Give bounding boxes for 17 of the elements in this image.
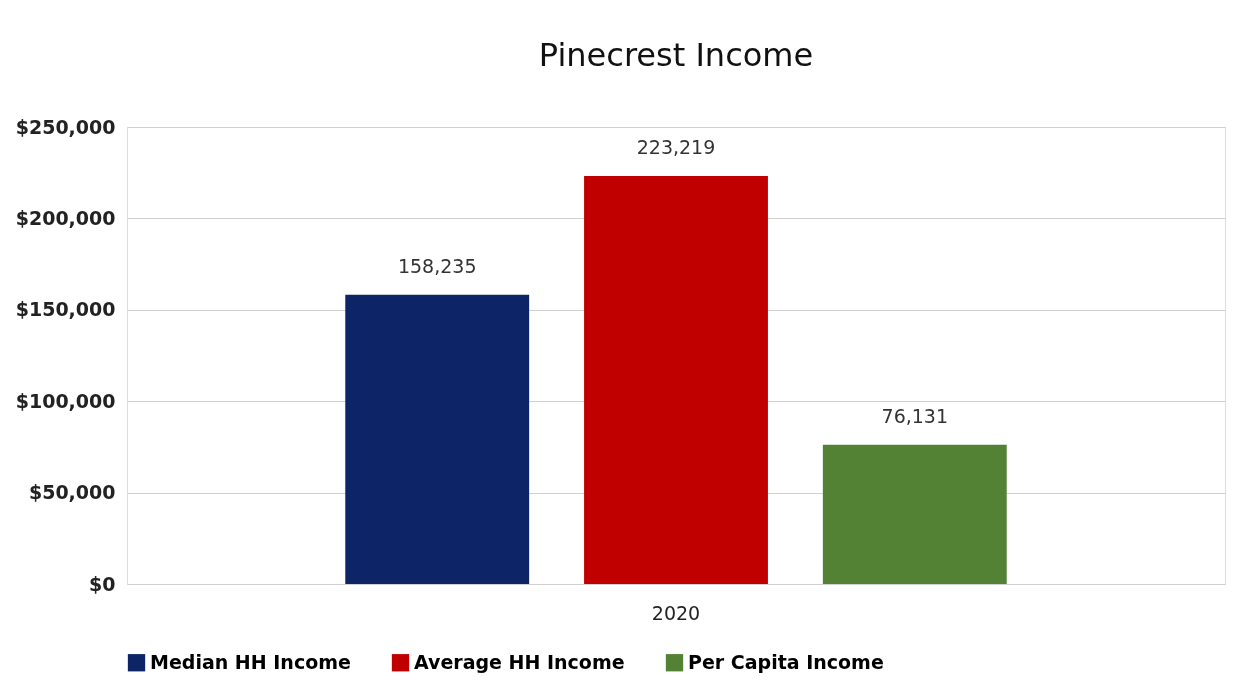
- y-tick-label: $50,000: [28, 481, 116, 504]
- legend-label: Per Capita Income: [688, 650, 884, 673]
- data-label: 76,131: [881, 404, 949, 427]
- data-label: 158,235: [397, 254, 477, 277]
- y-tick-label: $0: [89, 572, 116, 595]
- y-tick-label: $200,000: [15, 206, 116, 229]
- legend-label: Average HH Income: [414, 650, 625, 673]
- bar: [584, 175, 768, 584]
- chart-title: Pinecrest Income: [538, 36, 814, 74]
- bar: [345, 294, 530, 584]
- bar: [822, 444, 1007, 584]
- data-label: 223,219: [636, 135, 716, 158]
- legend-label: Median HH Income: [150, 650, 351, 673]
- x-tick-label: 2020: [651, 601, 701, 624]
- y-tick-label: $250,000: [15, 115, 116, 138]
- y-tick-label: $150,000: [15, 298, 116, 321]
- y-tick-label: $100,000: [15, 389, 116, 412]
